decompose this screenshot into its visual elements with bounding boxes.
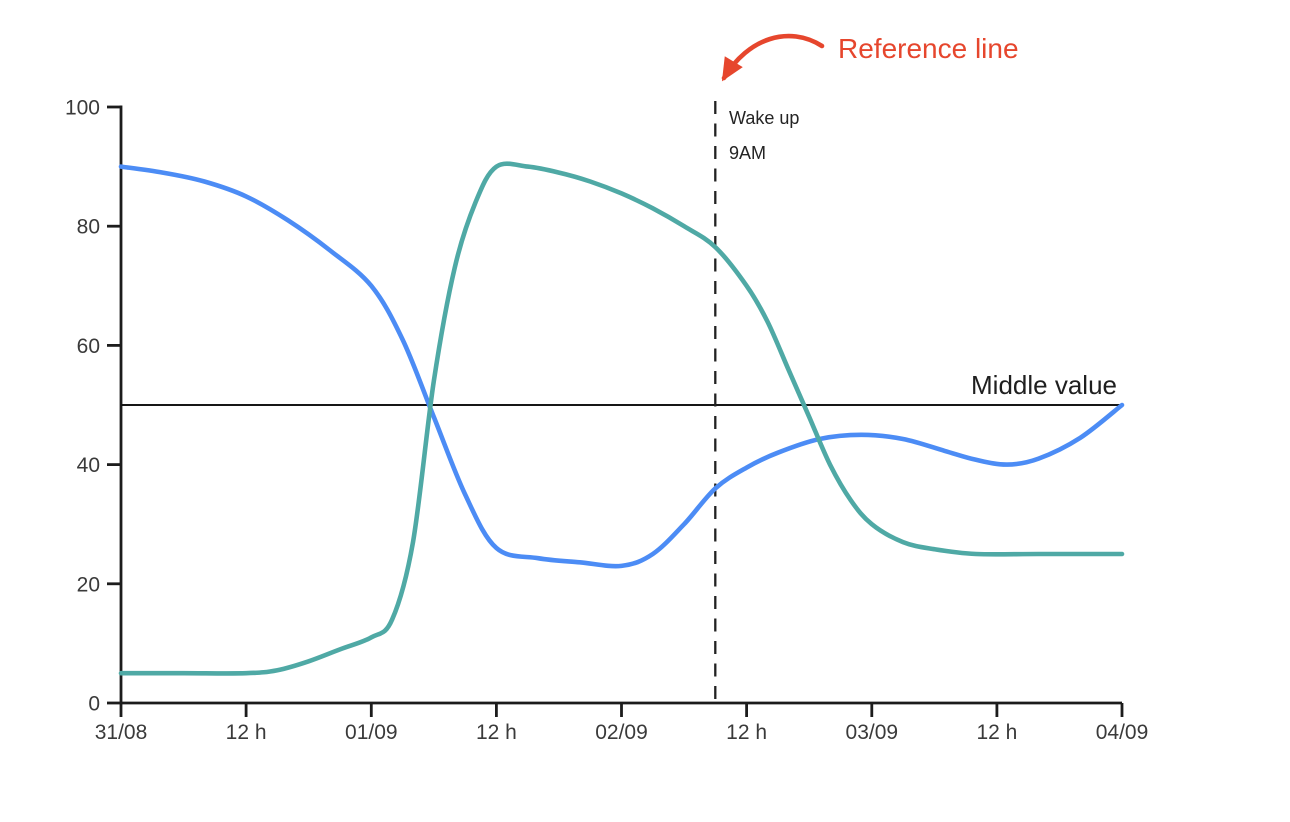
reference-arrow-icon (721, 33, 825, 82)
x-label-0: 31/08 (95, 721, 148, 744)
x-label-1: 12 h (226, 721, 267, 744)
reference-annotation-label: Reference line (838, 33, 1019, 64)
x-label-7: 12 h (976, 721, 1017, 744)
x-label-3: 12 h (476, 721, 517, 744)
wakeup-label-line2: 9AM (729, 143, 766, 163)
middle-value-label: Middle value (971, 370, 1117, 400)
y-label-80: 80 (77, 216, 100, 239)
middle-value-reference: Middle value (121, 370, 1122, 406)
wakeup-label-line1: Wake up (729, 108, 799, 128)
x-axis-labels: 31/08 12 h 01/09 12 h 02/09 12 h 03/09 1… (95, 721, 1149, 744)
y-label-100: 100 (65, 97, 100, 120)
y-label-0: 0 (88, 693, 100, 716)
x-label-2: 01/09 (345, 721, 398, 744)
y-label-20: 20 (77, 573, 100, 596)
y-axis-labels: 100 80 60 40 20 0 (65, 97, 100, 716)
vertical-reference-line: Wake up 9AM (714, 101, 799, 701)
x-label-6: 03/09 (846, 721, 899, 744)
blue-series-line (118, 164, 1125, 569)
y-axis (107, 105, 123, 705)
reference-annotation: Reference line (721, 33, 1019, 82)
y-label-60: 60 (77, 335, 100, 358)
x-label-8: 04/09 (1096, 721, 1149, 744)
y-label-40: 40 (77, 454, 100, 477)
teal-series-line (118, 161, 1125, 676)
x-label-5: 12 h (726, 721, 767, 744)
x-axis (119, 701, 1124, 717)
x-label-4: 02/09 (595, 721, 648, 744)
